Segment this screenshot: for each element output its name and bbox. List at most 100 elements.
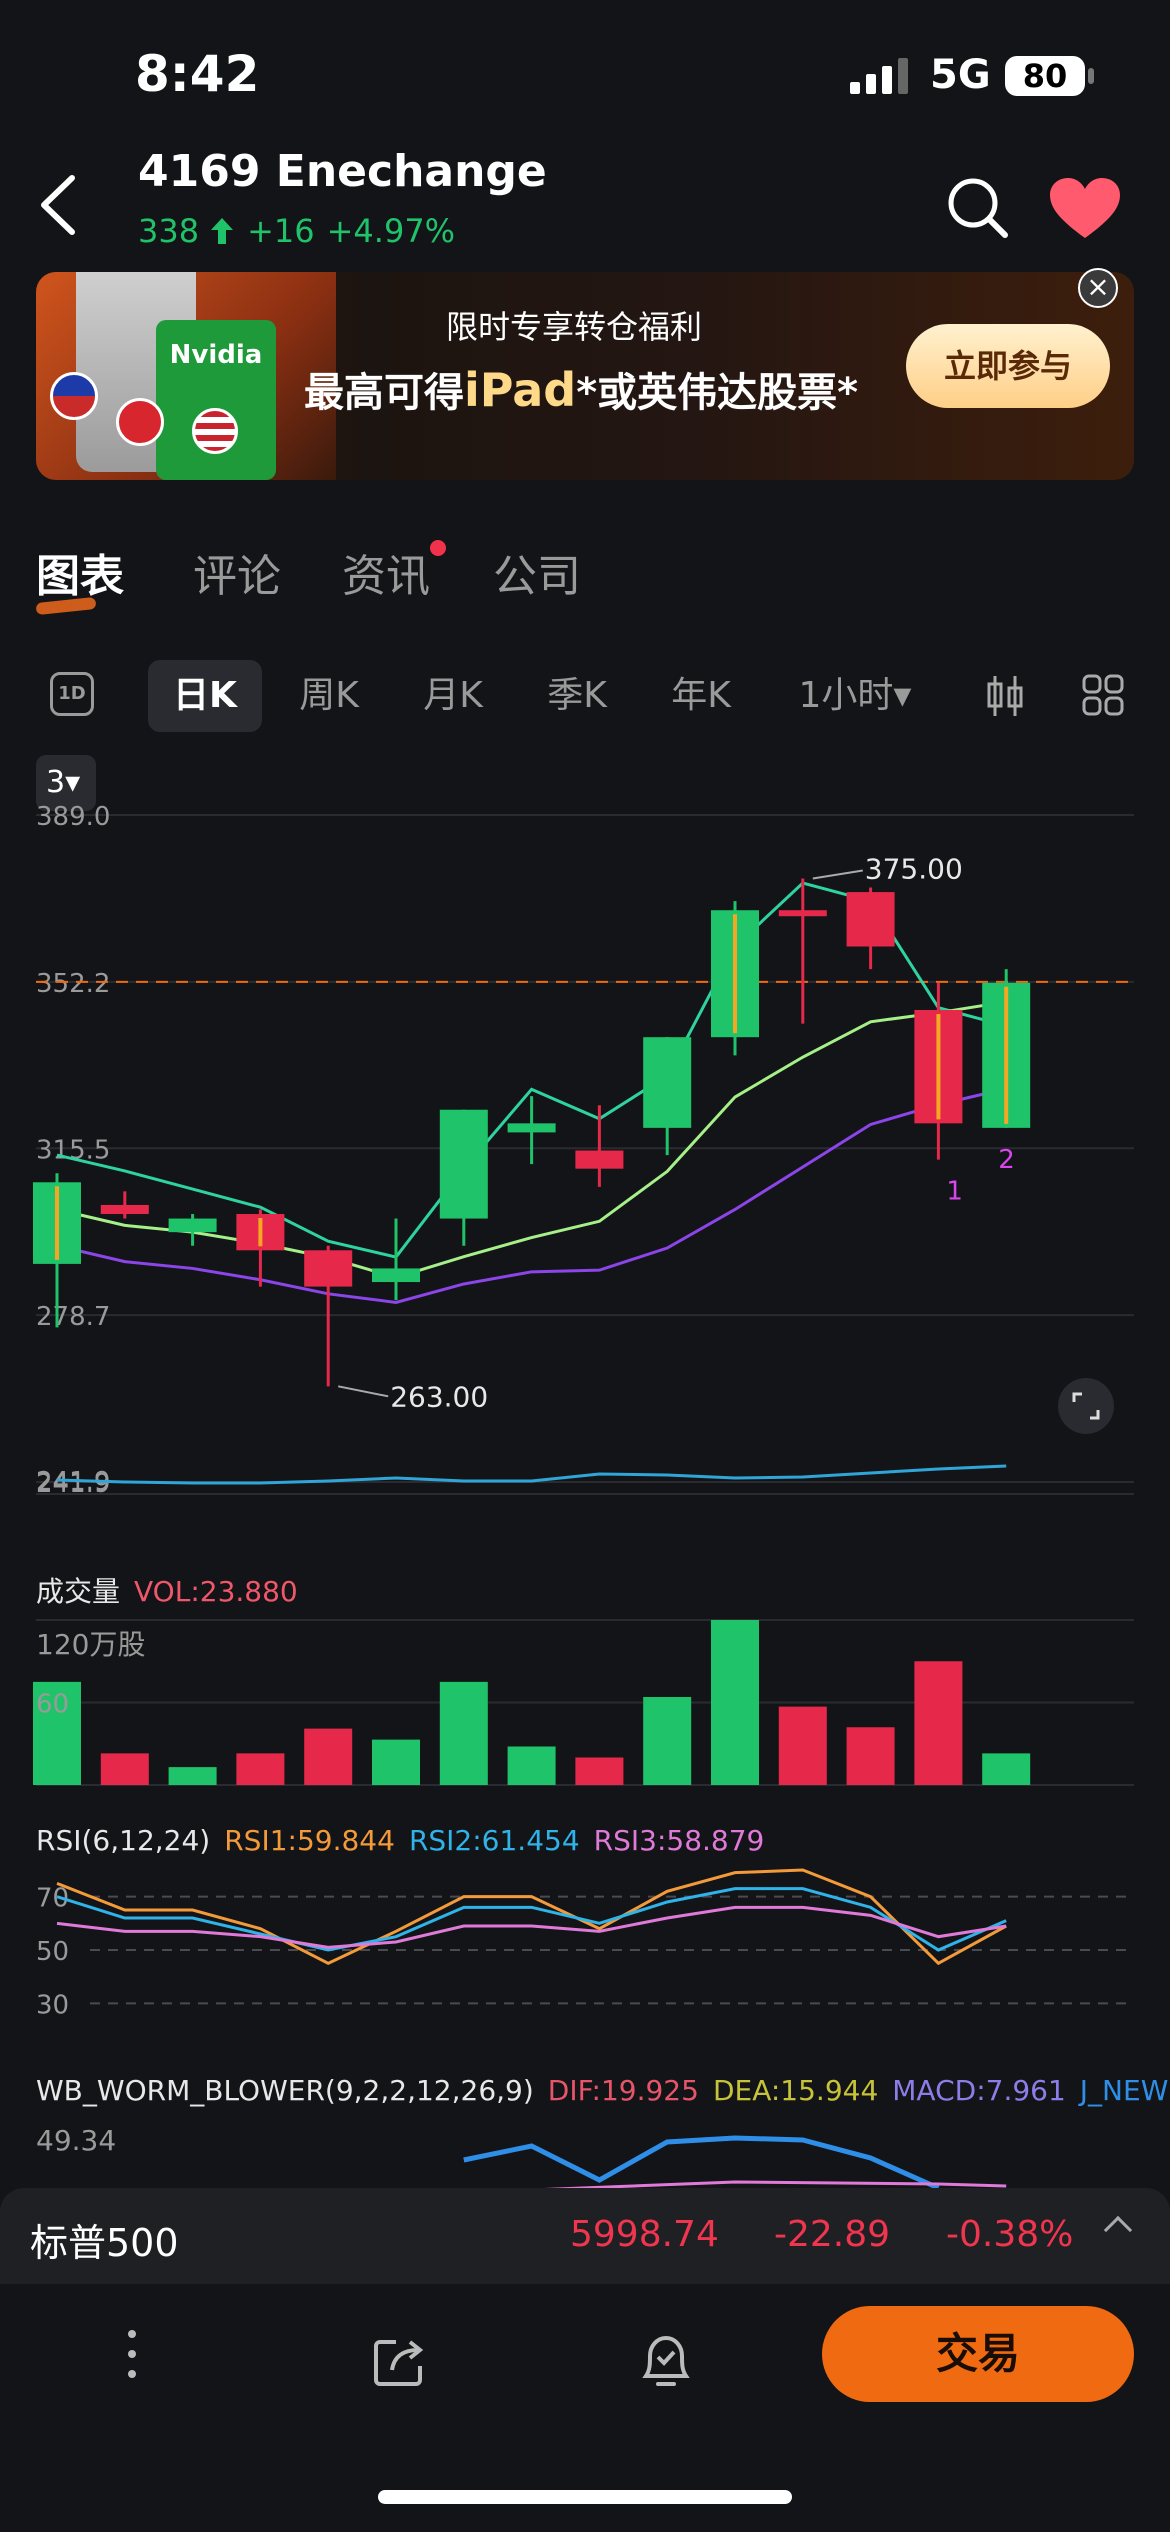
- news-unread-dot: [430, 540, 446, 556]
- volume-unit: 120万股: [36, 1628, 146, 1661]
- high-pointer: [812, 869, 863, 880]
- stock-change: +16: [247, 212, 315, 250]
- macd-dif-line: [463, 2135, 940, 2191]
- stock-chart[interactable]: 389.0352.2315.5278.7241.9375.00263.00122…: [0, 800, 1170, 2200]
- candle-body: [778, 910, 827, 917]
- status-bar: 8:42 5G 80: [0, 0, 1170, 140]
- more-options-icon[interactable]: [128, 2330, 136, 2390]
- wave-count-2: 2: [998, 1145, 1015, 1175]
- rsi-tick: 30: [36, 1990, 69, 2020]
- hongkong-flag-icon: [116, 398, 164, 446]
- expand-chart-button[interactable]: [1058, 1378, 1114, 1434]
- period-day[interactable]: 日K: [148, 660, 262, 732]
- rsi3-line: [56, 1905, 1007, 1949]
- indicator-count-dropdown[interactable]: 3▾: [36, 755, 96, 811]
- macd-dea-line: [531, 2180, 1007, 2192]
- rsi-header: RSI(6,12,24) RSI1:59.844 RSI2:61.454 RSI3:5…: [36, 1824, 765, 1857]
- intraday-1d-icon[interactable]: 1D: [50, 672, 94, 716]
- volume-bar: [914, 1661, 963, 1785]
- index-line: [56, 1464, 1007, 1485]
- candle-body: [304, 1250, 353, 1287]
- malaysia-flag-icon: [50, 372, 98, 420]
- index-ticker-bar[interactable]: 标普500 5998.74 -22.89 -0.38%: [0, 2188, 1170, 2284]
- network-label: 5G: [930, 52, 991, 98]
- volume-bar: [643, 1697, 692, 1785]
- ma-long-line: [56, 1087, 1007, 1304]
- volume-bar: [236, 1753, 285, 1785]
- price-alert-bell-icon[interactable]: [636, 2330, 696, 2392]
- grid-layout-icon[interactable]: [1082, 674, 1124, 716]
- home-indicator: [378, 2490, 792, 2504]
- y-axis-label: 278.7: [36, 1302, 110, 1332]
- volume-header: 成交量 VOL:23.880: [36, 1575, 298, 1608]
- favorite-heart-icon[interactable]: [1050, 178, 1120, 240]
- volume-bar: [507, 1746, 556, 1785]
- period-quarter[interactable]: 季K: [547, 675, 607, 716]
- candle-body: [372, 1268, 420, 1283]
- volume-bar: [575, 1757, 624, 1785]
- period-selector: 1D 日K 周K 月K 季K 年K 1小时▾: [0, 660, 1170, 732]
- banner-artwork: Nvidia: [36, 272, 336, 480]
- tab-chart[interactable]: 图表: [36, 551, 124, 602]
- wave-count-1: 1: [946, 1177, 963, 1207]
- tab-company[interactable]: 公司: [493, 551, 581, 602]
- y-axis-label: 315.5: [36, 1135, 110, 1165]
- chevron-up-icon[interactable]: [1103, 2215, 1133, 2245]
- period-week[interactable]: 周K: [299, 675, 359, 716]
- trade-button[interactable]: 交易: [822, 2306, 1134, 2402]
- ma-mid-line: [56, 1000, 1007, 1280]
- high-price-label: 375.00: [865, 852, 963, 885]
- volume-bar: [778, 1706, 827, 1785]
- battery-tip: [1088, 68, 1094, 84]
- fullscreen-icon: [1072, 1392, 1100, 1420]
- volume-bar: [372, 1739, 420, 1785]
- banner-cta-button[interactable]: 立即参与: [906, 324, 1110, 408]
- candle-style-icon[interactable]: [985, 674, 1025, 718]
- rsi2-line: [56, 1887, 1007, 1952]
- search-icon[interactable]: [945, 175, 1009, 239]
- signal-icon: [850, 58, 908, 94]
- stock-price: 338: [138, 212, 200, 250]
- stock-quote: 338 +16 +4.97%: [138, 212, 467, 250]
- volume-bar: [711, 1620, 759, 1785]
- banner-line1: 限时专享转仓福利: [446, 308, 703, 346]
- volume-bar: [439, 1681, 488, 1785]
- index-price: 5998.74: [570, 2214, 719, 2255]
- volume-bar: [168, 1767, 217, 1785]
- macd-tick: 49.34: [36, 2124, 117, 2157]
- candle-body: [846, 892, 895, 947]
- period-month[interactable]: 月K: [423, 675, 483, 716]
- macd-header: WB_WORM_BLOWER(9,2,2,12,26,9) DIF:19.925 D…: [36, 2074, 1169, 2107]
- candle-body: [100, 1204, 149, 1215]
- index-change-pct: -0.38%: [946, 2214, 1074, 2255]
- index-name: 标普500: [30, 2221, 179, 2265]
- tab-comments[interactable]: 评论: [193, 551, 281, 602]
- rsi1-line: [56, 1868, 1007, 1966]
- promo-banner[interactable]: Nvidia 限时专享转仓福利 最高可得iPad*或英伟达股票* 立即参与: [36, 272, 1134, 480]
- volume-tick: 60: [36, 1690, 69, 1720]
- usa-flag-icon: [192, 408, 238, 454]
- index-change: -22.89: [774, 2214, 891, 2255]
- battery-icon: 80: [1005, 56, 1085, 96]
- low-pointer: [338, 1385, 389, 1398]
- back-arrow-icon[interactable]: [30, 170, 90, 240]
- volume-bar: [982, 1753, 1031, 1785]
- y-axis-label: 352.2: [36, 969, 110, 999]
- candle-body: [575, 1150, 624, 1169]
- candle-body: [168, 1218, 217, 1233]
- stock-title: 4169 Enechange: [138, 146, 547, 197]
- nvidia-card: Nvidia: [156, 320, 276, 480]
- volume-bar: [846, 1727, 895, 1785]
- share-icon[interactable]: [372, 2332, 428, 2388]
- banner-close-button[interactable]: ×: [1078, 268, 1118, 308]
- tab-news[interactable]: 资讯: [342, 551, 430, 602]
- banner-line2: 最高可得iPad*或英伟达股票*: [304, 363, 859, 417]
- up-arrow-icon: [211, 218, 234, 244]
- status-time: 8:42: [135, 45, 260, 103]
- stock-change-pct: +4.97%: [326, 212, 456, 250]
- period-hour-dropdown[interactable]: 1小时▾: [798, 675, 912, 716]
- candle-body: [507, 1123, 556, 1133]
- candle-body: [439, 1109, 488, 1219]
- period-year[interactable]: 年K: [671, 675, 731, 716]
- volume-bar: [304, 1728, 353, 1785]
